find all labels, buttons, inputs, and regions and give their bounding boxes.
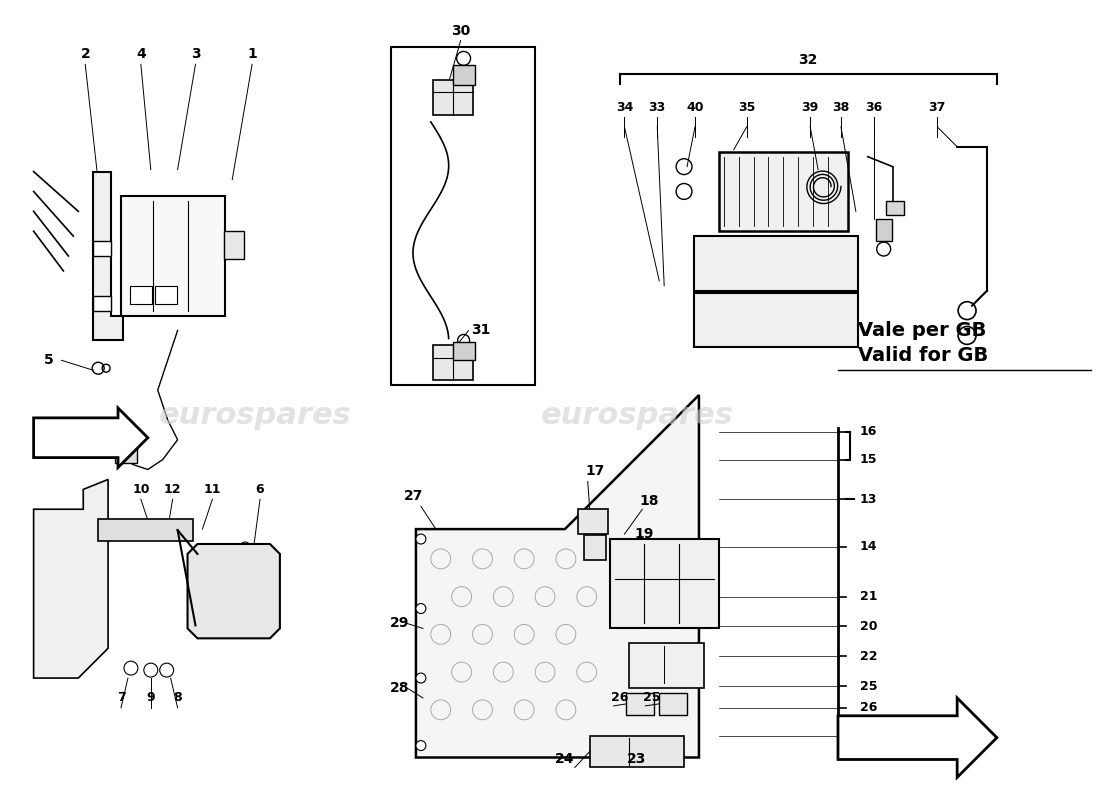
- Text: 36: 36: [865, 101, 882, 114]
- Circle shape: [107, 524, 119, 536]
- Bar: [718, 152, 848, 231]
- Text: 33: 33: [649, 101, 666, 114]
- Text: eurospares: eurospares: [541, 402, 734, 430]
- Bar: [94, 241, 111, 256]
- Text: 15: 15: [860, 453, 878, 466]
- Text: 25: 25: [642, 691, 660, 705]
- Bar: [224, 231, 244, 259]
- Text: 35: 35: [738, 101, 756, 114]
- Bar: [130, 286, 152, 304]
- Polygon shape: [34, 408, 147, 467]
- Text: 31: 31: [471, 323, 491, 338]
- Text: 24: 24: [860, 729, 878, 742]
- Polygon shape: [94, 171, 123, 341]
- Text: 12: 12: [164, 483, 182, 496]
- Bar: [578, 510, 607, 534]
- Circle shape: [416, 603, 426, 614]
- Text: Valid for GB: Valid for GB: [858, 346, 988, 365]
- Bar: [584, 535, 606, 560]
- Bar: [98, 519, 192, 541]
- Text: 17: 17: [585, 465, 604, 478]
- Bar: [155, 286, 177, 304]
- Text: 2: 2: [80, 47, 90, 62]
- Text: 16: 16: [860, 426, 877, 438]
- Bar: [609, 539, 718, 629]
- Bar: [886, 202, 903, 215]
- Circle shape: [416, 673, 426, 683]
- Text: 8: 8: [174, 691, 182, 705]
- Text: 19: 19: [635, 527, 654, 541]
- Bar: [629, 643, 704, 688]
- Text: 29: 29: [390, 617, 409, 630]
- Text: 38: 38: [833, 101, 849, 114]
- Bar: [116, 442, 136, 462]
- Text: 39: 39: [802, 101, 818, 114]
- Text: 27: 27: [405, 490, 424, 503]
- Text: 1: 1: [248, 47, 257, 62]
- Circle shape: [416, 534, 426, 544]
- Text: 40: 40: [686, 101, 704, 114]
- Bar: [627, 693, 654, 714]
- Text: 7: 7: [117, 691, 125, 705]
- Bar: [392, 47, 535, 385]
- Circle shape: [125, 524, 136, 536]
- Bar: [453, 66, 474, 86]
- Text: 30: 30: [451, 23, 471, 38]
- Bar: [432, 80, 473, 115]
- Text: 20: 20: [860, 620, 878, 633]
- Bar: [121, 197, 226, 315]
- Text: 23: 23: [627, 753, 646, 766]
- Bar: [453, 342, 474, 360]
- Circle shape: [124, 661, 138, 675]
- Text: 11: 11: [204, 483, 221, 496]
- Bar: [94, 296, 111, 310]
- Text: 6: 6: [255, 483, 264, 496]
- Text: 5: 5: [44, 354, 54, 367]
- Text: Vale per GB: Vale per GB: [858, 321, 987, 340]
- Polygon shape: [34, 479, 108, 678]
- Text: 26: 26: [610, 691, 628, 705]
- Bar: [694, 293, 858, 347]
- Text: 25: 25: [860, 679, 878, 693]
- Text: 18: 18: [639, 494, 659, 508]
- Text: 9: 9: [146, 691, 155, 705]
- Circle shape: [144, 663, 157, 677]
- Text: 24: 24: [556, 753, 574, 766]
- Text: 14: 14: [860, 541, 878, 554]
- Bar: [694, 236, 858, 290]
- Circle shape: [416, 741, 426, 750]
- Text: 3: 3: [190, 47, 200, 62]
- Bar: [590, 736, 684, 767]
- Text: 28: 28: [390, 681, 410, 695]
- Circle shape: [160, 663, 174, 677]
- Text: 22: 22: [860, 650, 878, 662]
- Text: 32: 32: [799, 54, 818, 67]
- Bar: [876, 219, 892, 241]
- Polygon shape: [187, 544, 279, 638]
- Text: 13: 13: [860, 493, 877, 506]
- Text: 37: 37: [928, 101, 946, 114]
- Text: 10: 10: [132, 483, 150, 496]
- Text: 21: 21: [860, 590, 878, 603]
- Text: 4: 4: [136, 47, 145, 62]
- Text: 26: 26: [860, 702, 877, 714]
- Bar: [659, 693, 688, 714]
- Polygon shape: [416, 395, 698, 758]
- Polygon shape: [838, 698, 997, 778]
- Bar: [432, 346, 473, 380]
- Text: eurospares: eurospares: [158, 402, 351, 430]
- Text: 34: 34: [616, 101, 634, 114]
